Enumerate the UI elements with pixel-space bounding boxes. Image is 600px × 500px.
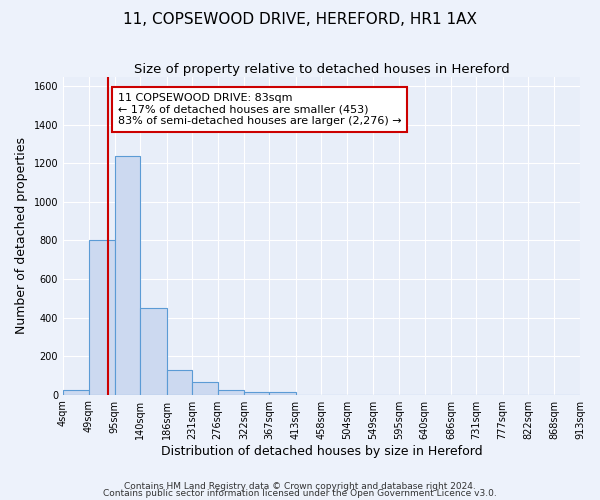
- Text: Contains public sector information licensed under the Open Government Licence v3: Contains public sector information licen…: [103, 489, 497, 498]
- Text: 11, COPSEWOOD DRIVE, HEREFORD, HR1 1AX: 11, COPSEWOOD DRIVE, HEREFORD, HR1 1AX: [123, 12, 477, 28]
- Text: 11 COPSEWOOD DRIVE: 83sqm
← 17% of detached houses are smaller (453)
83% of semi: 11 COPSEWOOD DRIVE: 83sqm ← 17% of detac…: [118, 93, 401, 126]
- Bar: [192, 382, 218, 394]
- X-axis label: Distribution of detached houses by size in Hereford: Distribution of detached houses by size …: [161, 444, 482, 458]
- Y-axis label: Number of detached properties: Number of detached properties: [15, 137, 28, 334]
- Bar: [269, 392, 296, 394]
- Bar: [244, 392, 269, 394]
- Title: Size of property relative to detached houses in Hereford: Size of property relative to detached ho…: [134, 62, 509, 76]
- Bar: [140, 308, 167, 394]
- Bar: [63, 390, 89, 394]
- Bar: [89, 240, 115, 394]
- Bar: [115, 156, 140, 394]
- Bar: [167, 370, 192, 394]
- Text: Contains HM Land Registry data © Crown copyright and database right 2024.: Contains HM Land Registry data © Crown c…: [124, 482, 476, 491]
- Bar: [218, 390, 244, 394]
